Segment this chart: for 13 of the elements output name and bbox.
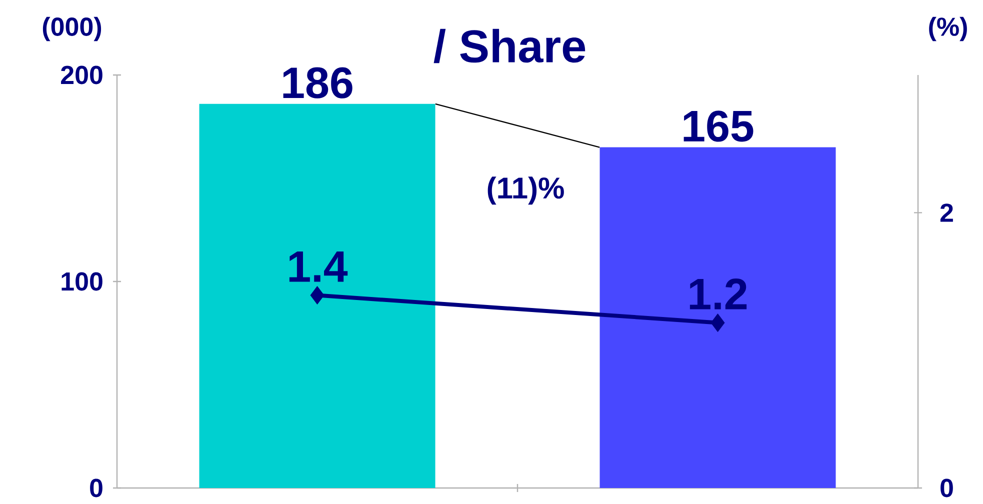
y2-tick-label: 0	[940, 478, 953, 498]
data-label: 1.2	[690, 278, 747, 310]
y-tick-label: 0	[90, 478, 102, 498]
chart-title: / Share	[434, 28, 586, 64]
data-label: 186	[283, 67, 352, 98]
y-tick-label: 200	[61, 66, 102, 84]
y2-tick-label: 2	[940, 204, 953, 222]
y-axis-title: (000)	[42, 16, 102, 42]
data-label: 1.4	[289, 251, 348, 282]
y2-axis-title: (%)	[929, 16, 967, 42]
annotation: (11)%	[488, 176, 564, 205]
data-label: 165	[684, 110, 754, 142]
y-tick-label: 100	[62, 272, 102, 291]
